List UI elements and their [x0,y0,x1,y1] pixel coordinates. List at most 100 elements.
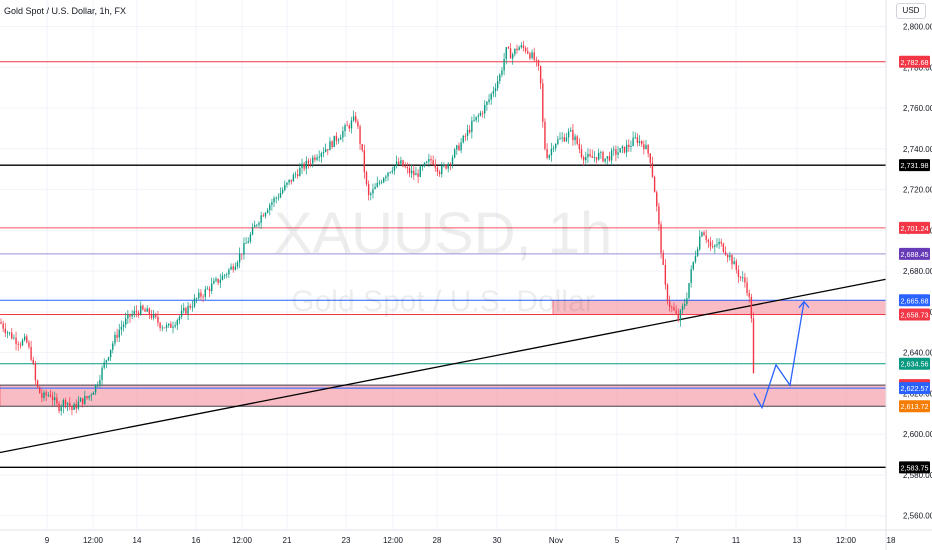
trendline-layer[interactable] [0,278,887,454]
candle-body [426,161,428,163]
candle-body [570,130,572,132]
candle-body [69,402,71,407]
candle-body [563,137,565,142]
candle-body [699,236,701,250]
candle-body [406,167,409,168]
candle-body [567,131,570,138]
candle-body [651,162,654,177]
candle-body [221,275,224,281]
trendline[interactable] [0,278,887,454]
candle-body [692,261,694,270]
candle-body [84,396,86,405]
candle-body [658,206,660,225]
candle-body [656,192,658,207]
candle-body [471,120,473,133]
candle-body [97,384,99,386]
candle-body [266,210,269,213]
candle-body [531,52,533,59]
candle-body [41,393,43,398]
candle-body [11,332,13,339]
candle-body [684,304,686,307]
time-tick-label: 11 [732,536,741,545]
projection-arrow-head[interactable] [798,300,810,309]
candle-body [400,160,402,164]
candle-body [714,245,716,247]
candle-body [598,152,600,160]
candle-body [58,403,60,411]
candle-body [737,269,740,277]
candle-body [466,129,469,137]
projection-path[interactable] [753,301,805,410]
candle-body [518,47,520,51]
candle-body [116,334,118,338]
candle-body [694,256,697,262]
candle-body [421,166,424,167]
candle-body [542,83,544,122]
candle-body [402,160,404,167]
currency-button[interactable]: USD [896,3,926,19]
projection-layer[interactable] [753,300,810,410]
candle-body [109,349,112,358]
candle-body [271,202,273,205]
price-tick-label: 2,640.00 [903,349,932,358]
candle-body [385,176,387,179]
candle-body [26,336,28,343]
candle-body [241,253,243,255]
candle-body [415,173,417,176]
candle-body [748,293,750,297]
price-badge-label: 2,688.45 [901,250,929,259]
candle-body [548,155,550,158]
price-badge [899,400,930,413]
candle-body [512,54,514,59]
candle-body [535,59,538,61]
candle-body [36,380,39,388]
candle-body [615,149,617,155]
candle-body [90,394,92,396]
candle-body [290,179,292,182]
candle-body [664,264,667,285]
time-tick-label: 12:00 [836,536,857,545]
candle-body [249,234,252,242]
price-tick-label: 2,740.00 [903,145,932,154]
candle-body [131,314,133,317]
candle-body [352,116,355,121]
candle-body [492,91,495,94]
candle-body [722,243,725,252]
candle-body [643,144,645,150]
candle-body [213,280,215,284]
candle-body [21,340,24,346]
candle-body [484,104,486,114]
candle-body [417,173,419,177]
candle-body [398,161,400,164]
price-badge-label: 2,622.57 [901,384,929,393]
candle-body [744,277,746,283]
candle-body [539,66,542,84]
candle-body [449,163,452,165]
time-axis[interactable]: 9 12:00 14 16 12:00 21 23 12:00 28 30 Nov 5 7 11 13 12:… [0,529,932,545]
candle-body [707,239,710,242]
candle-body [703,232,705,236]
candle-body [750,296,753,319]
candle-body [157,316,159,323]
candle-body [600,152,602,153]
candle-body [185,308,187,314]
candle-body [582,157,585,161]
candle-body [66,402,69,405]
candle-body [443,164,445,166]
candle-body [103,362,105,368]
candle-body [307,160,310,164]
symbol-title[interactable]: Gold Spot / U.S. Dollar, 1h, FX [4,6,127,16]
candle-body [720,241,722,244]
candle-body [509,48,512,59]
candle-body [316,157,318,160]
candle-body [348,125,350,129]
candle-body [602,152,604,162]
candle-body [137,312,140,315]
candle-body [245,242,247,244]
candle-body [54,397,56,401]
candle-body [686,298,688,305]
candle-body [727,254,729,258]
candle-body [613,149,615,151]
candle-body [82,398,84,405]
